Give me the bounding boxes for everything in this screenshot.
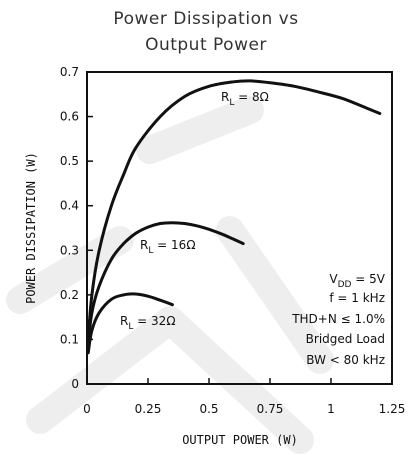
y-tick-label: 0.6 <box>60 110 79 124</box>
y-tick-label: 0.1 <box>60 332 79 346</box>
y-tick-label: 0 <box>71 377 79 391</box>
x-tick-label: 1.25 <box>379 402 406 416</box>
series-labels: RL = 8Ω RL = 16Ω RL = 32Ω <box>120 90 269 332</box>
condition-line: THD+N ≤ 1.0% <box>291 312 385 326</box>
x-tick-label: 1 <box>327 402 335 416</box>
y-tick-label: 0.7 <box>60 65 79 79</box>
series-line-rl-8-ohm <box>86 79 382 341</box>
y-axis-label: POWER DISSIPATION (W) <box>24 152 38 304</box>
condition-line: Bridged Load <box>306 332 385 346</box>
chart-title-line-2: Output Power <box>145 35 267 55</box>
conditions-annotation: VDD = 5Vf = 1 kHz THD+N ≤ 1.0% Bridged Loa… <box>291 272 386 367</box>
series-label-rl-8-ohm: RL = 8Ω <box>221 90 269 108</box>
x-tick-label: 0.25 <box>135 402 162 416</box>
watermark <box>6 96 334 454</box>
x-axis-ticks: 0 0.25 0.5 0.75 1 1.25 <box>83 378 405 416</box>
condition-line: f = 1 kHz <box>329 291 385 305</box>
chart-title-line-1: Power Dissipation vs <box>113 9 298 29</box>
series-curves <box>86 79 382 355</box>
condition-line: BW < 80 kHz <box>306 353 385 367</box>
x-axis-label: OUTPUT POWER (W) <box>182 433 298 447</box>
series-label-rl-32-ohm: RL = 32Ω <box>120 314 175 332</box>
x-tick-label: 0.5 <box>199 402 218 416</box>
y-tick-label: 0.2 <box>60 288 79 302</box>
condition-line: VDD = 5V <box>329 272 385 290</box>
series-line-rl-32-ohm <box>86 292 174 355</box>
y-tick-label: 0.5 <box>60 154 79 168</box>
y-axis-ticks: 0 0.1 0.2 0.3 0.4 0.5 0.6 0.7 <box>60 65 93 391</box>
y-tick-label: 0.3 <box>60 243 79 257</box>
x-tick-label: 0.75 <box>257 402 284 416</box>
x-tick-label: 0 <box>83 402 91 416</box>
series-line-rl-16-ohm <box>86 221 245 346</box>
y-tick-label: 0.4 <box>60 199 79 213</box>
plot-frame <box>86 71 393 385</box>
series-label-rl-16-ohm: RL = 16Ω <box>140 238 195 256</box>
